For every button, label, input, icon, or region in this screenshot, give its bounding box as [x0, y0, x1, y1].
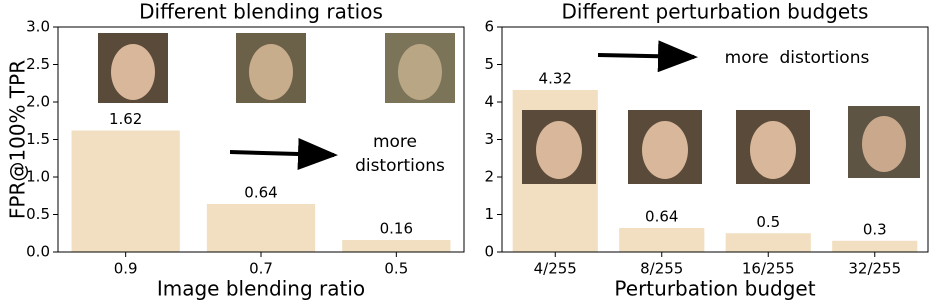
- y-tick-label: 3.0: [26, 18, 50, 36]
- face-shape: [642, 121, 688, 179]
- face-shape: [111, 44, 155, 100]
- x-tick-label: 0.5: [384, 260, 408, 278]
- value-label: 0.5: [756, 213, 780, 231]
- y-tick-label: 1.0: [26, 168, 50, 186]
- arrow: [229, 137, 338, 170]
- value-label: 1.62: [109, 110, 142, 128]
- bar: [619, 228, 705, 252]
- y-tick-label: 1: [484, 205, 494, 223]
- chart-title: Different perturbation budgets: [562, 0, 869, 24]
- x-tick-label: 32/255: [848, 260, 901, 278]
- x-tick-label: 4/255: [534, 260, 577, 278]
- y-tick-label: 2.5: [26, 55, 50, 73]
- y-tick-label: 0: [484, 243, 494, 261]
- y-tick-label: 4: [484, 93, 494, 111]
- x-tick-label: 8/255: [640, 260, 683, 278]
- value-label: 0.3: [863, 220, 887, 238]
- bar: [342, 240, 451, 252]
- face-images: [98, 33, 920, 184]
- x-tick-label: 16/255: [742, 260, 795, 278]
- y-tick-label: 6: [484, 18, 494, 36]
- value-label: 0.16: [380, 220, 413, 238]
- y-tick-label: 0.5: [26, 205, 50, 223]
- bar: [206, 204, 316, 252]
- y-tick-label: 2.0: [26, 93, 50, 111]
- value-label: 4.32: [539, 70, 572, 88]
- annotation: more: [373, 132, 417, 152]
- bar: [725, 233, 811, 252]
- y-tick-label: 3: [484, 130, 494, 148]
- x-tick-label: 0.9: [114, 260, 138, 278]
- y-axis-label: FPR@100% TPR: [6, 60, 30, 219]
- face-shape: [249, 44, 293, 100]
- y-tick-label: 1.5: [26, 130, 50, 148]
- annotation: more distortions: [725, 48, 870, 68]
- x-axis-label: Image blending ratio: [157, 277, 365, 301]
- arrow: [597, 40, 698, 73]
- value-label: 0.64: [645, 208, 678, 226]
- y-tick-label: 2: [484, 168, 494, 186]
- axes-frame: [57, 26, 465, 253]
- x-tick-label: 0.7: [249, 260, 273, 278]
- value-label: 0.64: [244, 184, 277, 202]
- face-shape: [536, 121, 582, 179]
- axes-frame: [501, 26, 929, 253]
- chart-title: Different blending ratios: [139, 0, 383, 24]
- y-tick-label: 0.0: [26, 243, 50, 261]
- face-shape: [750, 121, 796, 179]
- face-shape: [398, 44, 442, 100]
- y-tick-label: 5: [484, 55, 494, 73]
- annotation: distortions: [355, 156, 445, 176]
- x-axis-label: Perturbation budget: [614, 277, 815, 301]
- bar: [832, 240, 918, 252]
- bar: [71, 130, 180, 252]
- face-shape: [862, 116, 906, 172]
